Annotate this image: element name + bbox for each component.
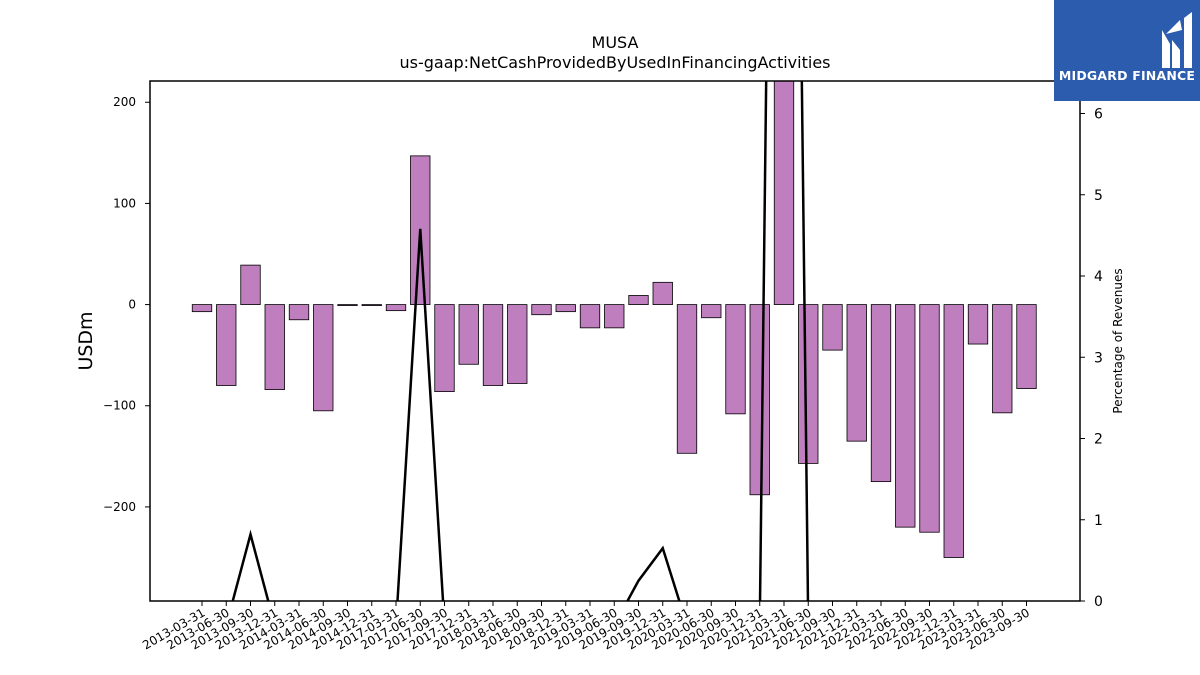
bar-2018-12-31 [555,304,576,313]
y-tick-label: 200 [113,95,136,109]
bar-2020-09-30 [725,304,746,415]
bar-2013-06-30 [216,304,237,386]
bar-2013-03-31 [191,304,213,313]
y2-tick-label: 4 [1094,269,1103,285]
y2-axis-label: Percentage of Revenues [1111,268,1125,413]
bar-2014-06-30 [313,304,334,412]
y2-tick-label: 3 [1094,350,1103,366]
bar-2017-03-31 [385,304,407,312]
bar-2018-03-31 [482,304,504,386]
bar-2017-09-30 [434,304,455,392]
bar-2022-09-30 [919,304,940,533]
bars [191,81,1037,558]
y2-tick-label: 6 [1094,107,1103,123]
bar-2014-09-30 [337,304,358,306]
y-tick-label: −200 [103,500,136,514]
logo-mark-icon [1162,12,1192,68]
chart-subtitle: us-gaap:NetCashProvidedByUsedInFinancing… [399,53,830,72]
bar-2023-09-30 [1016,304,1037,389]
bar-2021-09-30 [822,304,843,351]
bar-2014-12-31 [361,304,382,306]
y-tick-label: 100 [113,196,136,210]
bar-2023-03-31 [967,304,989,345]
logo-text: MIDGARD FINANCE [1058,68,1196,83]
y2-tick-label: 1 [1094,513,1103,529]
bar-2021-03-31 [773,81,795,305]
bar-2019-12-31 [652,281,673,305]
y-axis-label: USDm [75,311,97,370]
bar-2013-09-30 [240,264,261,305]
bar-2022-12-31 [943,304,964,558]
y2-tick-label: 5 [1094,188,1103,204]
y-tick-label: 0 [128,298,136,312]
bar-2020-12-31 [749,304,770,496]
bar-2023-06-30 [992,304,1013,414]
midgard-finance-logo: MIDGARD FINANCE [1054,0,1200,101]
bar-2014-03-31 [288,304,310,321]
bar-2020-06-30 [701,304,722,319]
bar-2020-03-31 [676,304,698,454]
y2-tick-label: 2 [1094,432,1103,448]
bar-2018-06-30 [507,304,528,384]
bar-2022-03-31 [870,304,892,483]
bar-2021-12-31 [846,304,867,442]
bar-2019-06-30 [604,304,625,329]
y-tick-label: −100 [103,399,136,413]
bar-2022-06-30 [895,304,916,528]
bar-2018-09-30 [531,304,552,316]
bar-2019-09-30 [628,295,649,305]
bar-2019-03-31 [579,304,601,329]
plot-frame [149,80,1081,602]
y2-tick-label: 0 [1094,594,1103,610]
bar-2021-06-30 [798,304,819,464]
chart-title: MUSA [592,33,639,52]
bar-2017-12-31 [458,304,479,365]
bar-2013-12-31 [264,304,285,390]
